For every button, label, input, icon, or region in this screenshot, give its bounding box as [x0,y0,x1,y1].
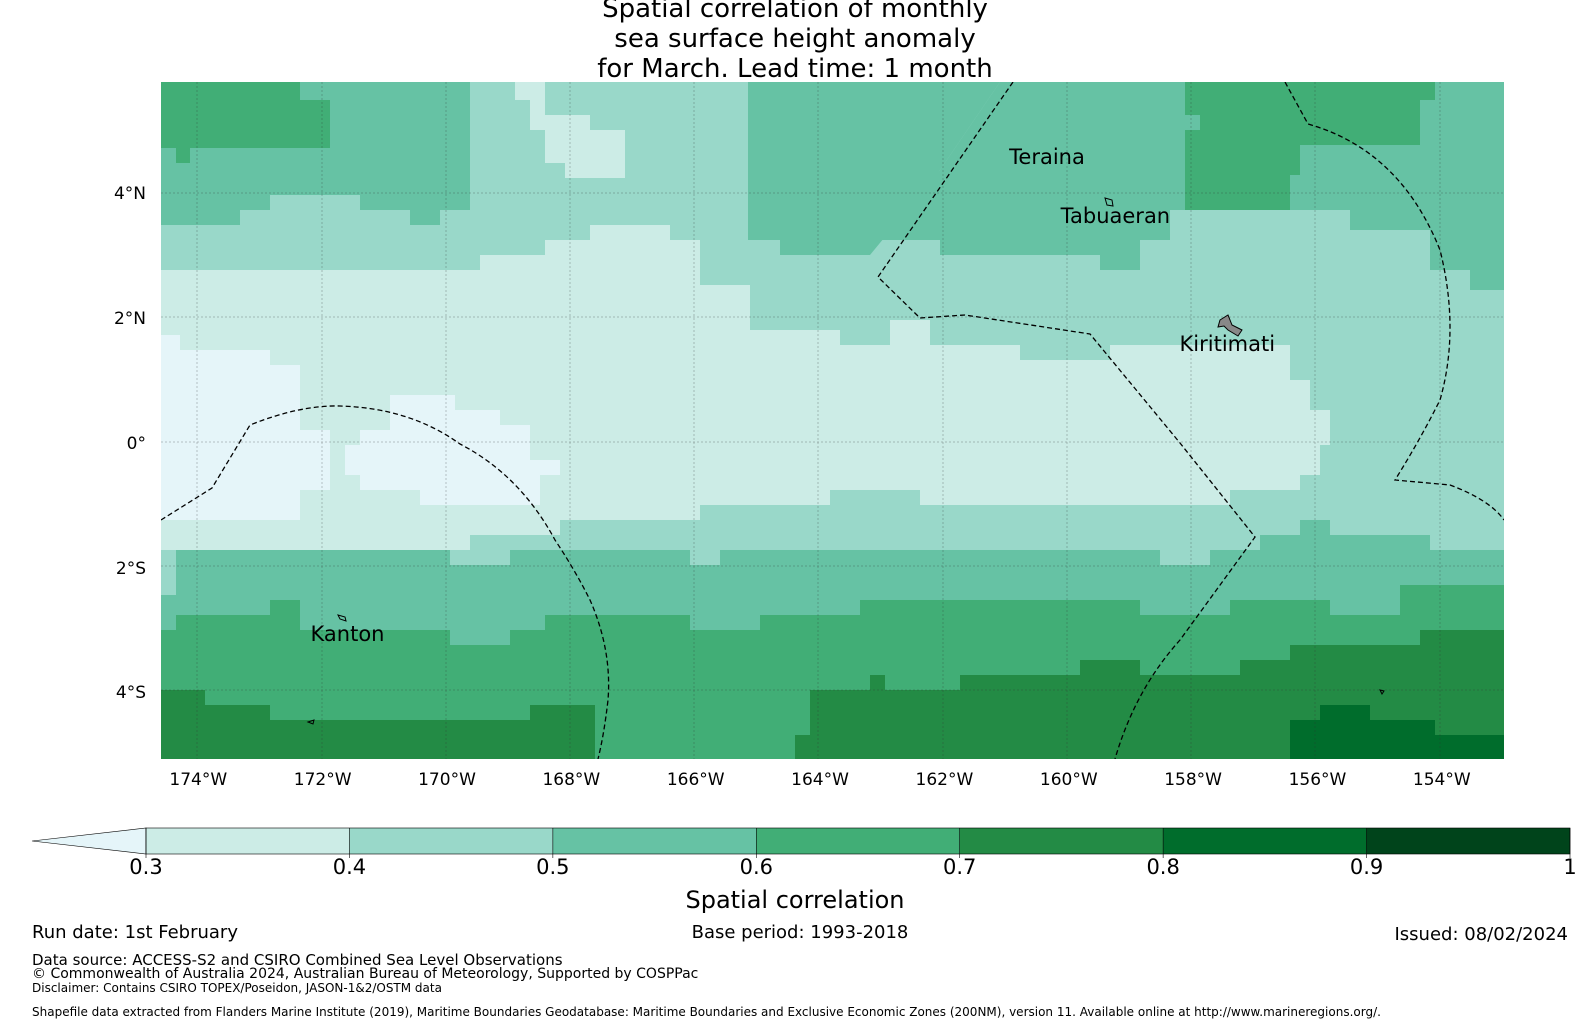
colorbar-tick-label: 0.9 [1349,855,1384,879]
contour-band-below-0.3-small [300,430,330,490]
y-tick-label: 4°S [115,683,146,704]
island-kiritimati [1217,314,1243,337]
colorbar-segment [756,828,960,854]
place-label-teraina: Teraina [1009,144,1085,169]
x-tick-label: 156°W [1288,770,1347,790]
colorbar-segment [1366,828,1570,854]
disclaimer: Disclaimer: Contains CSIRO TOPEX/Poseido… [32,981,442,995]
colorbar-segment [349,828,553,854]
colorbar-segment [552,828,757,854]
colorbar-tick-label: 1 [1563,855,1577,879]
x-tick-label: 174°W [169,770,228,790]
x-tick-label: 158°W [1164,770,1222,790]
colorbar-tick-label: 0.3 [129,855,163,879]
contour-band-0.6-0.7-northwest [161,82,330,163]
graticule [161,82,1504,759]
x-tick-label: 154°W [1412,770,1471,790]
x-tick-label: 166°W [666,770,725,790]
colorbar-segment [959,828,1164,854]
island-shapes [306,197,1385,725]
data-source: Data source: ACCESS-S2 and CSIRO Combine… [32,951,563,969]
contour-band-0.6-0.7-northeast [1185,82,1435,130]
place-label-kanton: Kanton [310,622,385,647]
contour-band-below-0.3-center [345,395,560,505]
colorbar-label: Spatial correlation [685,886,905,914]
x-tick-label: 164°W [791,770,849,790]
contour-band-0.8-0.9-southeast [1290,705,1504,759]
x-tick-label: 172°W [293,770,352,790]
x-tick-label: 170°W [418,770,476,790]
x-tick-label: 168°W [542,770,601,790]
contour-band-0.5-0.6-northeast [748,82,1000,255]
colorbar-segment [146,828,350,854]
colorbar-extend-arrow [31,827,147,855]
eez-boundaries [161,82,1504,759]
eez-boundary-line-islands [877,82,1256,759]
chart-title: Spatial correlation of monthly sea surfa… [0,0,1590,84]
x-tick-label: 162°W [915,770,974,790]
title-line-2: sea surface height anomaly [614,24,976,54]
title-line-3: for March. Lead time: 1 month [597,54,993,84]
issued-date: Issued: 08/02/2024 [1394,924,1568,945]
y-tick-label: 4°N [113,184,146,205]
y-tick-label: 2°N [113,309,146,330]
contour-band-0.4-0.5-southwest [161,565,176,595]
island-tabuaeran [1104,197,1114,207]
shapefile-credit: Shapefile data extracted from Flanders M… [32,1005,1381,1019]
y-tick-label: 2°S [115,558,146,579]
island-small-2 [1379,689,1385,695]
base-period: Base period: 1993-2018 [691,922,909,943]
island-small-1 [306,719,315,725]
colorbar-tick-label: 0.6 [739,855,773,879]
x-tick-label: 160°W [1039,770,1098,790]
contour-band-0.7-0.8-south [161,690,595,759]
eez-boundary-kiritimati-east [1284,82,1504,521]
run-date: Run date: 1st February [32,922,238,943]
eez-boundary-kanton [161,405,610,759]
colorbar-tick-label: 0.4 [332,855,367,879]
island-kanton [337,614,347,622]
y-tick-label: 0° [126,433,146,454]
title-line-1: Spatial correlation of monthly [602,0,988,24]
colorbar-tick-label: 0.7 [943,855,977,879]
contour-band-below-0.3-west [161,335,300,520]
place-label-kiritimati: Kiritimati [1179,332,1276,357]
colorbar-tick-label: 0.8 [1146,855,1180,879]
contour-band-0.6-0.7-northeast-2 [1185,130,1420,210]
place-label-tabuaeran: Tabuaeran [1060,204,1171,229]
colorbar-segment [1163,828,1367,854]
copyright: © Commonwealth of Australia 2024, Austra… [32,966,699,982]
map-fill-layer [161,82,1504,759]
colorbar-tick-label: 0.5 [536,855,570,879]
